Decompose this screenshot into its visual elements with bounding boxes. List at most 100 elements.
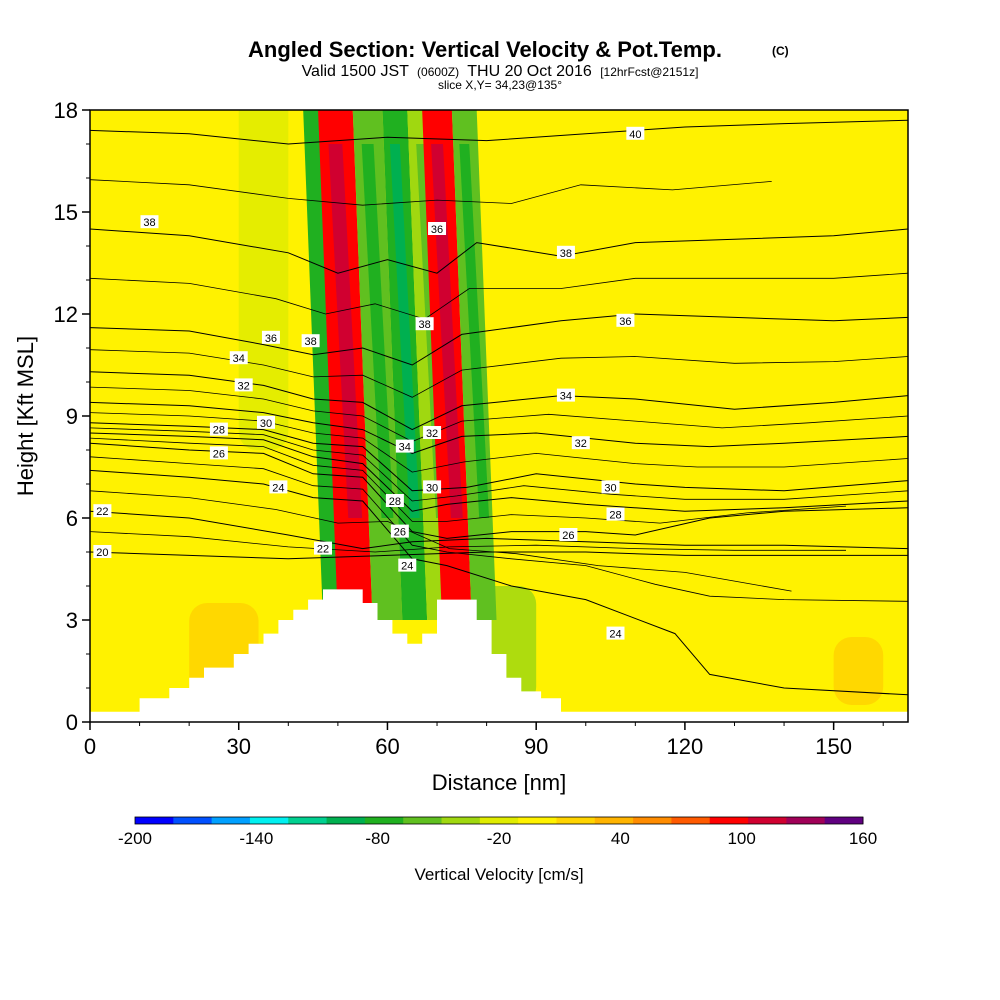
colorbar-tick-label: -200 (118, 829, 152, 848)
colorbar-swatch (824, 817, 864, 824)
contour-label-bg (415, 317, 434, 331)
x-tick-label: 90 (524, 734, 548, 759)
contour-label-bg (301, 334, 320, 348)
slice-label: slice X,Y= 34,23@135° (438, 78, 562, 92)
contour-label-text: 38 (419, 319, 431, 331)
contour-label-bg (616, 313, 635, 327)
x-tick-label: 150 (815, 734, 852, 759)
contour-label: 38 (415, 317, 434, 331)
contour-label: 24 (398, 558, 417, 573)
chart-title: Angled Section: Vertical Velocity & Pot.… (248, 37, 722, 62)
colorbar-label: Vertical Velocity [cm/s] (414, 865, 583, 884)
colorbar-swatch (364, 817, 404, 824)
chart-title-units: (C) (772, 44, 789, 58)
contour-label: 32 (234, 378, 253, 392)
subtitle-utc: (0600Z) (417, 65, 459, 79)
contour-label-bg (93, 545, 112, 558)
contour-labels: 38 36 38 34 32 30 28 26 24 22 20 22 36 38 34 32 30 28 26 24… (93, 126, 645, 641)
contour-label: 26 (390, 524, 409, 539)
colorbar-tick-label: -140 (239, 829, 273, 848)
contour-label: 38 (556, 245, 575, 260)
contour-label-text: 40 (629, 129, 641, 141)
velocity-patch (501, 110, 561, 416)
theta-contour-24 (90, 469, 908, 696)
colorbar-swatch (518, 817, 557, 824)
contour-label-text: 26 (394, 527, 406, 539)
contour-label: 22 (93, 504, 112, 518)
contour-label-text: 26 (213, 448, 225, 460)
colorbar-tick-label: 160 (849, 829, 877, 848)
contour-label-text: 38 (143, 217, 155, 229)
velocity-patch (238, 110, 289, 450)
theta-contour-minor (90, 412, 908, 473)
theta-contour-minor (90, 179, 772, 206)
contour-label-text: 34 (399, 442, 411, 454)
contour-label-bg (423, 480, 442, 494)
contour-label-text: 36 (431, 224, 443, 236)
contour-label-text: 26 (562, 530, 574, 542)
contour-label-text: 30 (604, 482, 616, 494)
contour-label: 34 (395, 439, 414, 454)
contour-label: 22 (314, 541, 333, 556)
chart-subtitle: Valid 1500 JST (0600Z) THU 20 Oct 2016 [… (302, 63, 699, 80)
contour-label-text: 22 (317, 544, 329, 556)
y-tick-label: 9 (66, 404, 78, 429)
colorbar-tick-label: -20 (487, 829, 512, 848)
contour-label-text: 24 (609, 629, 621, 641)
contour-label-bg (626, 126, 645, 140)
velocity-band-core (459, 144, 490, 518)
velocity-band-core (361, 144, 394, 518)
contour-label-bg (261, 330, 280, 344)
theta-contour-minor (90, 490, 792, 592)
velocity-patch (139, 110, 180, 416)
contour-label: 40 (626, 126, 645, 141)
contour-label: 34 (556, 388, 575, 403)
contour-label-text: 32 (575, 438, 587, 450)
theta-contour-26 (90, 442, 908, 539)
colorbar-swatch (249, 817, 289, 824)
contour-label-bg (559, 528, 578, 541)
y-tick-label: 0 (66, 710, 78, 735)
contour-label-bg (390, 524, 409, 538)
contour-label: 38 (301, 334, 320, 348)
velocity-patch (833, 110, 894, 416)
theta-contour-22 (90, 510, 908, 550)
y-axis: 0 3 6 9 12 15 18 (54, 98, 90, 735)
theta-contour-minor (90, 349, 908, 398)
contour-label-text: 30 (426, 482, 438, 494)
contour-label-bg (428, 222, 447, 235)
contour-label-bg (209, 446, 228, 460)
y-axis-label: Height [Kft MSL] (13, 336, 38, 496)
y-tick-label: 18 (54, 98, 78, 123)
contour-label: 30 (601, 480, 620, 494)
theta-contour-28 (90, 432, 908, 512)
contour-label-bg (556, 388, 575, 402)
y-tick-label: 3 (66, 608, 78, 633)
theta-contour-32 (90, 401, 908, 454)
colorbar-swatch (556, 817, 596, 824)
contour-label: 36 (428, 222, 447, 236)
contour-label-bg (398, 558, 417, 572)
contour-label: 24 (269, 480, 288, 494)
colorbar-swatch (403, 817, 443, 824)
contour-label-bg (269, 480, 288, 494)
contour-label-text: 38 (304, 336, 316, 348)
contour-label-text: 22 (96, 506, 108, 518)
contour-label: 32 (571, 436, 590, 450)
contour-label-text: 24 (401, 561, 413, 573)
contour-label-text: 34 (233, 353, 245, 365)
contour-label: 34 (229, 351, 248, 365)
contour-label-bg (571, 436, 590, 450)
contour-label-bg (234, 378, 253, 392)
colorbar-swatch (211, 817, 251, 824)
theta-contour-minor (90, 272, 908, 320)
colorbar-frame (134, 816, 864, 825)
contour-label-text: 34 (560, 391, 572, 403)
y-tick-label: 15 (54, 200, 78, 225)
velocity-patch (833, 637, 884, 705)
contour-label-text: 24 (272, 482, 284, 494)
contour-label-text: 28 (213, 425, 225, 437)
colorbar-swatch (288, 817, 328, 824)
contour-label: 28 (606, 507, 625, 522)
